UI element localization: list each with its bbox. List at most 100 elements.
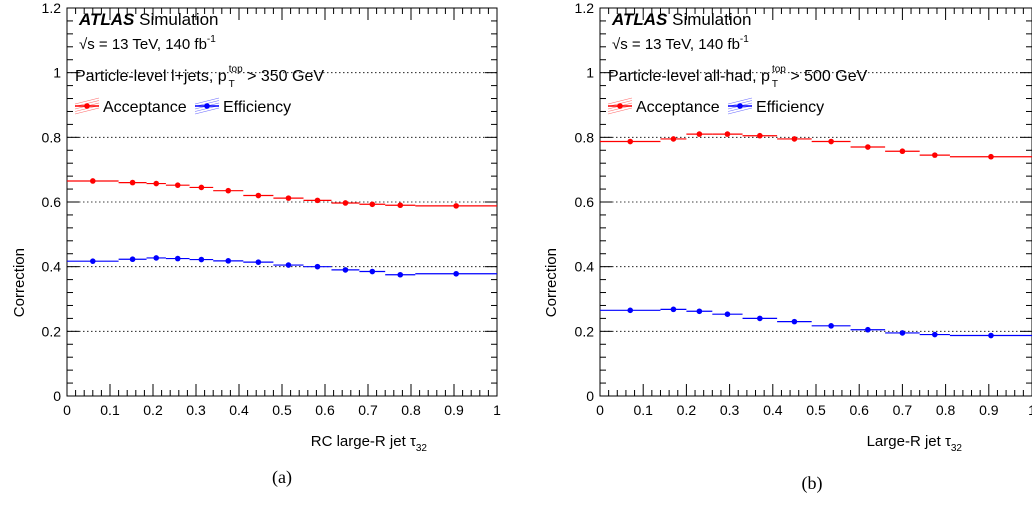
x-tick-label: 0.9: [979, 402, 999, 418]
chart-panel-a: 0 0.2 0.4 0.6 0.8 1 1.2 0 0.1 0.2 0.3 0.4 0.5 0.6 0.7 0…: [11, 0, 501, 488]
data-point: [397, 271, 404, 278]
x-tick-label: 0.1: [100, 402, 120, 418]
legend-hatch: [607, 97, 633, 105]
series-efficiency: [600, 306, 1032, 339]
y-tick-label: 1: [586, 65, 594, 81]
data-point: [757, 132, 763, 139]
y-tick-label: 0: [586, 388, 594, 404]
panel-caption: (a): [272, 467, 292, 488]
y-tick-label: 1.2: [42, 0, 62, 16]
x-tick-label: 0.6: [849, 402, 869, 418]
y-tick-label: 0.6: [42, 194, 62, 210]
data-point: [696, 131, 703, 137]
x-tick-label: 0.3: [186, 402, 206, 418]
data-point: [397, 202, 404, 209]
data-point: [988, 332, 994, 339]
data-point: [285, 195, 292, 201]
data-point: [670, 136, 677, 142]
y-tick-label: 0.2: [42, 323, 62, 339]
data-point: [153, 255, 160, 261]
data-point: [129, 179, 136, 186]
legend-marker: [204, 103, 210, 109]
x-tick-label: 0.7: [358, 402, 378, 418]
x-tick-label: 0.5: [806, 402, 826, 418]
data-point: [174, 182, 181, 188]
x-tick-label: 0.2: [143, 402, 163, 418]
data-point: [129, 256, 136, 263]
legend-marker: [737, 103, 743, 109]
data-point: [932, 152, 938, 158]
data-point: [791, 318, 798, 325]
x-tick-label: 1: [1028, 402, 1032, 418]
data-point: [627, 307, 634, 314]
data-point: [342, 267, 349, 273]
data-point: [724, 131, 731, 137]
series-acceptance: [67, 178, 497, 209]
data-point: [828, 138, 834, 145]
series-efficiency: [67, 255, 497, 278]
series-acceptance: [600, 131, 1032, 160]
selection-label: Particle-level l+jets, p Ttop > 350 GeV: [75, 64, 324, 90]
legend-item-acceptance: Acceptance: [74, 97, 187, 116]
x-tick-label: 0.2: [677, 402, 697, 418]
y-tick-label: 0.8: [575, 129, 595, 145]
data-point: [828, 323, 834, 329]
y-axis-title: Correction: [543, 248, 560, 317]
data-point: [314, 197, 321, 204]
data-point: [453, 270, 459, 277]
data-point: [453, 203, 459, 209]
x-tick-label: 1: [493, 402, 501, 418]
data-point: [670, 306, 677, 313]
x-axis-title: Large-R jet τ32: [867, 433, 963, 454]
data-point: [255, 259, 262, 265]
selection-label: Particle-level all-had, p Ttop > 500 GeV: [608, 64, 868, 90]
chart-panel-b: 0 0.2 0.4 0.6 0.8 1 1.2 0 0.1 0.2 0.3 0.4 0.5 0.6 0.7 0…: [543, 0, 1032, 494]
data-point: [988, 153, 994, 160]
x-tick-label: 0.4: [763, 402, 783, 418]
legend-label: Efficiency: [223, 99, 291, 116]
y-tick-label: 1.2: [575, 0, 595, 16]
data-point: [285, 262, 292, 268]
legend-item-efficiency: Efficiency: [727, 97, 824, 116]
data-point: [627, 138, 634, 145]
x-tick-label: 0.3: [720, 402, 740, 418]
x-tick-label: 0.5: [272, 402, 292, 418]
energy-label: √s = 13 TeV, 140 fb-1: [612, 34, 749, 53]
data-point: [899, 330, 906, 336]
x-tick-label: 0.8: [401, 402, 421, 418]
legend-hatch: [607, 107, 633, 115]
x-tick-label: 0.8: [936, 402, 956, 418]
data-point: [90, 258, 96, 264]
y-axis-title: Correction: [11, 248, 28, 317]
panel-caption: (b): [802, 473, 823, 494]
energy-label: √s = 13 TeV, 140 fb-1: [79, 34, 216, 53]
data-point: [696, 308, 703, 315]
x-tick-label: 0.9: [444, 402, 464, 418]
atlas-label: ATLAS Simulation: [78, 10, 219, 29]
y-tick-label: 0.6: [575, 194, 595, 210]
x-axis-title: RC large-R jet τ32: [311, 433, 428, 454]
legend-hatch: [74, 107, 100, 115]
legend-item-acceptance: Acceptance: [607, 97, 720, 116]
data-point: [314, 263, 321, 270]
y-tick-label: 0.4: [42, 259, 62, 275]
y-tick-label: 0.4: [575, 259, 595, 275]
legend-hatch: [727, 97, 753, 105]
data-point: [198, 256, 205, 263]
legend-label: Efficiency: [756, 99, 824, 116]
legend-label: Acceptance: [636, 99, 720, 116]
data-point: [369, 201, 376, 208]
legend-hatch: [727, 107, 753, 115]
y-tick-label: 1: [53, 65, 61, 81]
legend-label: Acceptance: [103, 99, 187, 116]
x-tick-label: 0.1: [633, 402, 653, 418]
data-point: [255, 192, 262, 199]
data-point: [369, 268, 376, 275]
atlas-label: ATLAS Simulation: [611, 10, 752, 29]
legend-hatch: [74, 97, 100, 105]
y-tick-label: 0: [53, 388, 61, 404]
legend-marker: [617, 103, 623, 109]
x-tick-label: 0.4: [229, 402, 249, 418]
data-point: [198, 184, 205, 191]
data-point: [153, 180, 160, 187]
